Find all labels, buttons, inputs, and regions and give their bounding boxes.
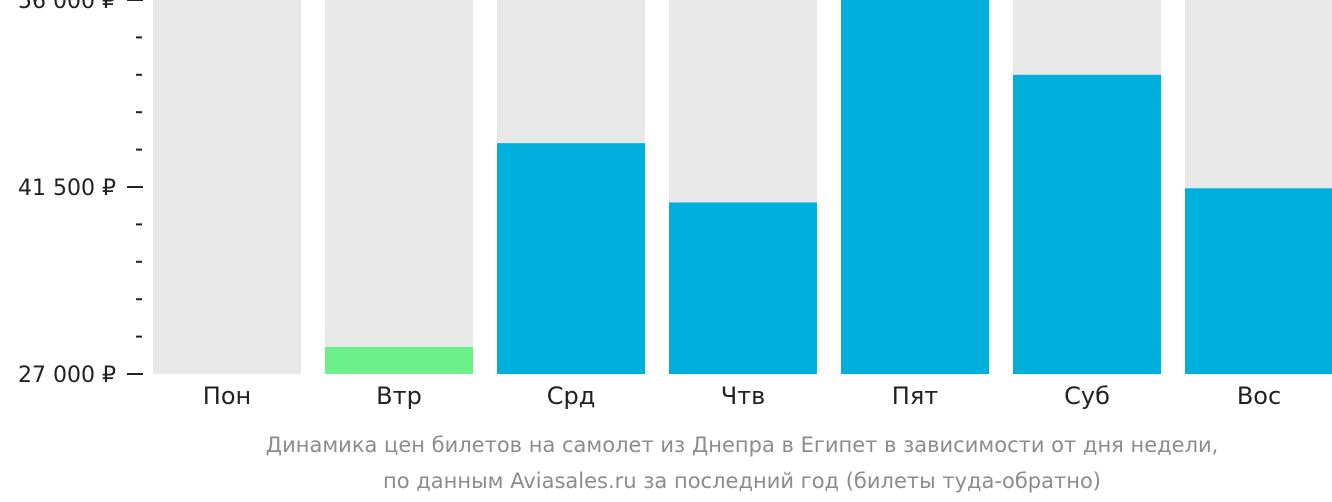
x-tick-label-4: Пят (892, 382, 938, 410)
y-tick-label-1: 41 500 ₽ (18, 176, 116, 201)
bar-6 (1185, 188, 1332, 374)
bar-4 (841, 0, 989, 374)
bar-layer (325, 0, 1332, 375)
x-tick-label-3: Чтв (721, 382, 766, 410)
bar-background-1 (325, 0, 473, 374)
chart-caption-line-1: Динамика цен билетов на самолет из Днепр… (266, 433, 1219, 457)
bar-5 (1013, 74, 1161, 375)
bar-3 (669, 202, 817, 374)
x-tick-label-2: Срд (547, 382, 596, 410)
x-tick-label-0: Пон (203, 382, 251, 410)
x-tick-label-5: Суб (1064, 382, 1110, 410)
y-tick-label-0: 27 000 ₽ (18, 363, 116, 388)
chart-caption-line-2: по данным Aviasales.ru за последний год … (383, 469, 1101, 493)
x-tick-label-1: Втр (376, 382, 422, 410)
x-tick-label-6: Вос (1237, 382, 1281, 410)
y-tick-label-2: 56 000 ₽ (18, 0, 116, 14)
bar-background-0 (153, 0, 301, 374)
y-axis: 27 000 ₽ 41 500 ₽ 56 000 ₽ (18, 0, 143, 388)
x-axis-labels: Пон Втр Срд Чтв Пят Суб Вос (203, 382, 1281, 410)
bar-2 (497, 143, 645, 374)
bar-1 (325, 346, 473, 374)
